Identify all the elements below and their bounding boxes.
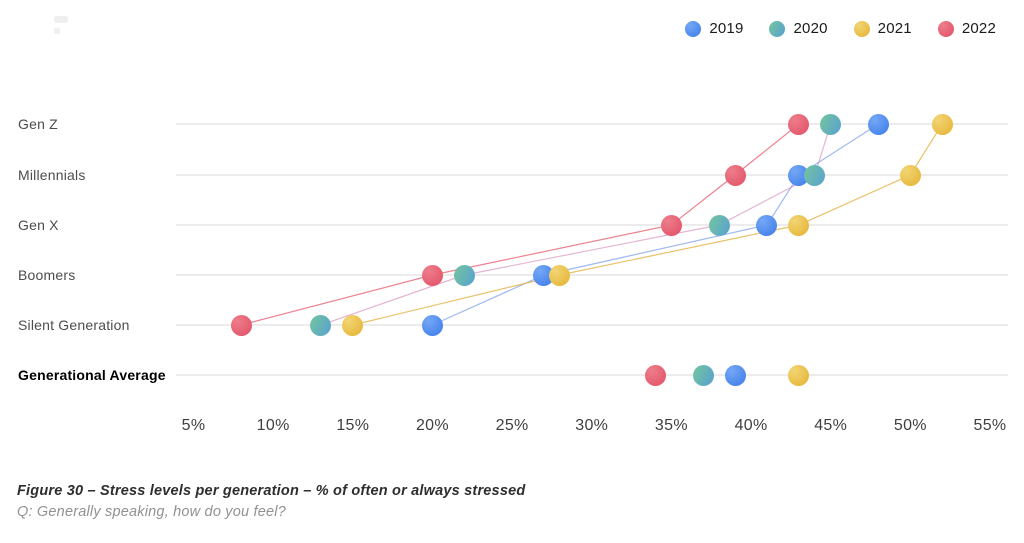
dot-2020-gen-z [820,113,842,135]
figure-question: Q: Generally speaking, how do you feel? [17,504,286,520]
dot-2021-generational-average [788,364,810,386]
dot-2021-gen-x [788,214,810,236]
dot-2019-millennials [788,164,810,186]
category-label-gen-x: Gen X [18,217,59,233]
legend-item-2019: 2019 [685,20,743,37]
dot-2019-boomers [533,264,555,286]
legend-item-2021: 2021 [853,20,912,37]
category-label-gen-z: Gen Z [18,116,58,132]
legend-dot-icon [937,20,954,37]
x-axis-label-55: 55% [974,417,1007,434]
category-label-boomers: Boomers [18,267,76,283]
legend-dot-icon [685,20,702,37]
dot-2020-boomers [453,264,475,286]
dot-2019-silent-generation [421,314,443,336]
x-axis-label-40: 40% [735,417,768,434]
watermark [54,16,70,36]
x-axis-label-5: 5% [182,417,206,434]
x-axis-label-45: 45% [814,417,847,434]
x-axis-label-35: 35% [655,417,688,434]
x-axis-label-10: 10% [257,417,290,434]
x-axis-label-25: 25% [496,417,529,434]
category-label-silent-generation: Silent Generation [18,317,130,333]
dot-2021-gen-z [931,113,953,135]
legend-label: 2020 [793,20,828,37]
dot-2021-boomers [549,264,571,286]
legend-item-2020: 2020 [769,20,827,37]
legend-dot-icon [769,20,786,37]
chart-legend: 2019 2020 2021 2022 [685,20,996,37]
figure-caption: Figure 30 – Stress levels per generation… [17,483,526,499]
dot-2019-generational-average [724,364,746,386]
dot-2021-silent-generation [342,314,364,336]
dot-2022-generational-average [644,364,666,386]
dot-2020-millennials [804,164,826,186]
dot-2022-gen-x [660,214,682,236]
dot-2022-millennials [724,164,746,186]
x-axis-label-30: 30% [575,417,608,434]
legend-label: 2019 [709,20,744,37]
dot-2021-millennials [899,164,921,186]
category-label-millennials: Millennials [18,167,86,183]
dot-2022-gen-z [788,113,810,135]
watermark-mark [54,28,60,34]
watermark-mark [54,16,68,23]
x-axis-label-50: 50% [894,417,927,434]
dot-2020-gen-x [708,214,730,236]
legend-label: 2022 [961,20,996,37]
x-axis-label-15: 15% [336,417,369,434]
dot-2019-gen-z [867,113,889,135]
legend-item-2022: 2022 [937,20,996,37]
dot-2019-gen-x [756,214,778,236]
x-axis-label-20: 20% [416,417,449,434]
dot-2022-boomers [421,264,443,286]
legend-dot-icon [853,20,870,37]
dot-2020-generational-average [692,364,714,386]
category-label-generational-average: Generational Average [18,367,166,383]
legend-label: 2021 [877,20,912,37]
dot-2022-silent-generation [230,314,252,336]
dot-2020-silent-generation [310,314,332,336]
